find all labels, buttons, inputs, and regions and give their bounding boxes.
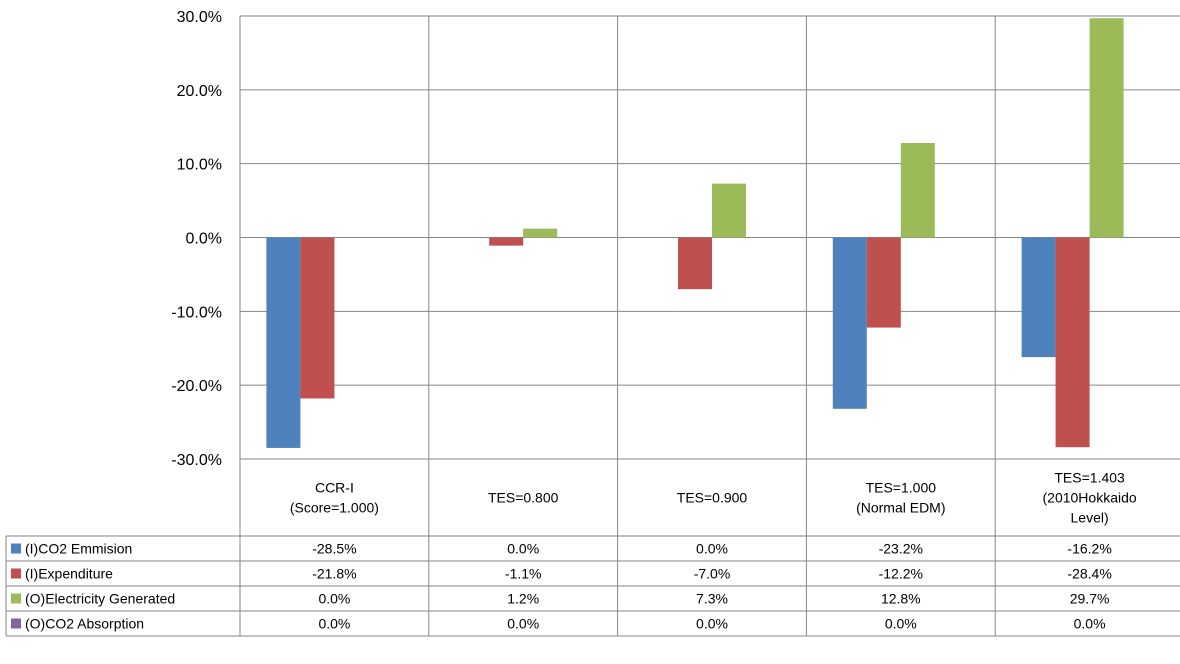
data-table-cell: -28.5%	[312, 541, 356, 557]
category-label: Level)	[1071, 510, 1109, 526]
data-table-cell: 0.0%	[507, 616, 539, 632]
legend-swatch	[11, 593, 21, 604]
category-label: CCR-I	[315, 480, 354, 496]
data-table-cell: -1.1%	[505, 566, 542, 582]
bar-2-5	[1055, 237, 1090, 448]
legend-swatch	[11, 543, 21, 554]
data-table-cell: 0.0%	[696, 616, 728, 632]
legend-swatch	[11, 618, 21, 629]
legend-label: (O)CO2 Absorption	[25, 616, 144, 632]
bar-1-1	[266, 237, 301, 448]
y-tick-label: 30.0%	[177, 9, 222, 26]
data-table-cell: -21.8%	[312, 566, 356, 582]
category-label: TES=1.403	[1054, 470, 1125, 486]
category-label: (Normal EDM)	[856, 500, 945, 516]
data-table-cell: 0.0%	[696, 541, 728, 557]
data-table-cell: 0.0%	[318, 616, 350, 632]
data-table-cell: 0.0%	[318, 591, 350, 607]
bar-1-4	[832, 237, 867, 409]
bar-1-5	[1021, 237, 1056, 358]
category-label: TES=0.800	[488, 490, 559, 506]
y-tick-label: 20.0%	[177, 83, 222, 100]
data-table-cell: 12.8%	[881, 591, 921, 607]
bar-2-2	[489, 237, 524, 246]
data-table-cell: -16.2%	[1067, 541, 1111, 557]
data-table-cell: 7.3%	[696, 591, 728, 607]
category-label: (Score=1.000)	[290, 500, 379, 516]
data-table-cell: 1.2%	[507, 591, 539, 607]
data-table-cell: -23.2%	[879, 541, 923, 557]
bar-2-1	[300, 237, 335, 399]
legend-label: (I)Expenditure	[25, 566, 113, 582]
category-label: (2010Hokkaido	[1043, 490, 1137, 506]
bar-2-4	[866, 237, 901, 328]
y-tick-label: 10.0%	[177, 157, 222, 174]
data-table-cell: -7.0%	[694, 566, 731, 582]
y-tick-label: -30.0%	[171, 452, 222, 469]
data-table-cell: 0.0%	[507, 541, 539, 557]
bar-3-2	[523, 228, 558, 238]
y-tick-label: -20.0%	[171, 378, 222, 395]
bar-3-4	[900, 142, 935, 238]
data-table-cell: -28.4%	[1067, 566, 1111, 582]
bar-3-5	[1089, 18, 1124, 238]
bar-2-3	[678, 237, 712, 290]
legend-label: (I)CO2 Emmision	[25, 541, 132, 557]
category-label: TES=1.000	[866, 480, 937, 496]
y-tick-label: -10.0%	[171, 304, 222, 321]
y-tick-label: 0.0%	[186, 231, 222, 248]
data-table-cell: 29.7%	[1070, 591, 1110, 607]
data-table-cell: 0.0%	[1074, 616, 1106, 632]
legend-label: (O)Electricity Generated	[25, 591, 175, 607]
data-table-cell: 0.0%	[885, 616, 917, 632]
bar-3-3	[712, 183, 746, 238]
legend-swatch	[11, 568, 21, 579]
data-table-cell: -12.2%	[879, 566, 923, 582]
category-label: TES=0.900	[677, 490, 748, 506]
